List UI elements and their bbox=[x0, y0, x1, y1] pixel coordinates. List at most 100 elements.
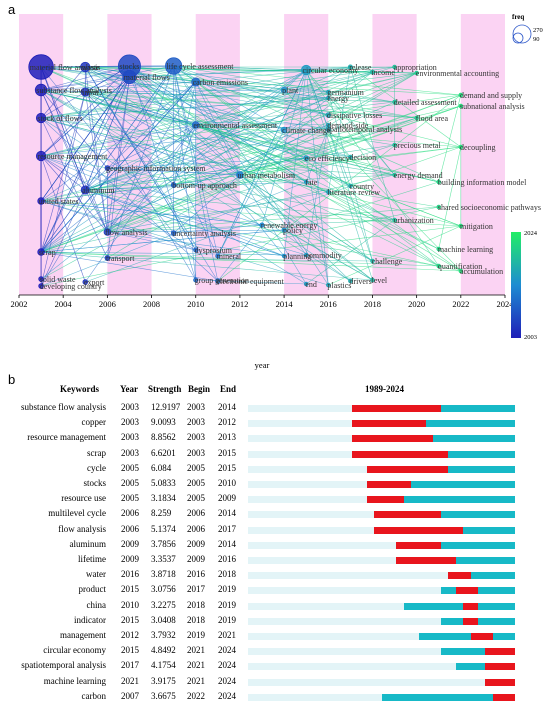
node-label: demand-side bbox=[327, 121, 368, 130]
burst-segment bbox=[366, 481, 412, 488]
burst-row: flow analysis 2006 5.1374 2006 2017 bbox=[0, 523, 550, 538]
timeline-active bbox=[418, 633, 515, 640]
keyword-cell: carbon bbox=[81, 690, 107, 701]
burst-segment bbox=[463, 617, 478, 625]
strength-cell: 12.9197 bbox=[151, 402, 181, 412]
x-axis-label: year bbox=[255, 360, 270, 370]
keyword-cell: machine learning bbox=[43, 675, 106, 686]
end-cell: 2013 bbox=[218, 432, 236, 443]
begin-cell: 2003 bbox=[187, 447, 205, 458]
node-label: united states bbox=[39, 197, 79, 206]
year-cell: 2003 bbox=[121, 402, 139, 412]
network-link bbox=[107, 257, 373, 262]
node-label: waste bbox=[82, 63, 101, 72]
burst-segment bbox=[351, 420, 426, 428]
x-tick-label: 2020 bbox=[408, 299, 425, 309]
node-label: group generation bbox=[195, 276, 249, 285]
network-link bbox=[328, 128, 351, 158]
network-node bbox=[28, 54, 54, 80]
network-link bbox=[85, 76, 130, 93]
network-node bbox=[80, 61, 91, 73]
network-node bbox=[303, 252, 309, 258]
network-link bbox=[305, 128, 329, 183]
network-link bbox=[283, 229, 373, 281]
network-links bbox=[40, 65, 462, 287]
keyword-cell: scrap bbox=[87, 447, 106, 458]
network-link bbox=[41, 251, 218, 282]
network-link bbox=[350, 66, 461, 148]
network-link bbox=[40, 124, 329, 253]
strength-cell: 5.1374 bbox=[151, 523, 176, 534]
network-node bbox=[34, 83, 48, 97]
node-label: release bbox=[349, 63, 372, 72]
node-label: fate bbox=[305, 178, 317, 187]
network-link bbox=[173, 124, 197, 186]
burst-segment bbox=[485, 678, 515, 686]
end-cell: 2014 bbox=[218, 402, 236, 412]
node-label: income bbox=[371, 68, 395, 77]
strength-cell: 3.2275 bbox=[151, 599, 176, 610]
node-label: energy bbox=[327, 94, 349, 103]
network-link bbox=[195, 124, 351, 187]
node-label: solid waste bbox=[40, 275, 76, 284]
node-label: commodity bbox=[305, 251, 341, 260]
network-node bbox=[281, 253, 287, 259]
node-label: circular economy bbox=[302, 66, 358, 75]
timeline-active bbox=[351, 420, 515, 428]
x-tick-label: 2024 bbox=[497, 299, 515, 309]
legend-circle-large bbox=[512, 24, 532, 44]
network-link bbox=[305, 124, 329, 256]
network-node bbox=[392, 172, 397, 178]
network-link bbox=[40, 89, 86, 191]
timeline-base bbox=[248, 663, 515, 671]
header-begin: Begin bbox=[188, 384, 211, 394]
network-link bbox=[239, 174, 439, 208]
node-label: environmental assessment bbox=[193, 121, 278, 130]
burst-row: lifetime 2009 3.3537 2009 2016 bbox=[0, 553, 550, 568]
node-label: drivers bbox=[350, 277, 372, 286]
burst-segment bbox=[396, 541, 441, 549]
year-cell: 2009 bbox=[121, 554, 139, 564]
network-link bbox=[107, 206, 439, 233]
network-link bbox=[129, 76, 461, 272]
network-link bbox=[239, 174, 373, 262]
begin-cell: 2005 bbox=[187, 493, 205, 504]
legend-value-small: 90 bbox=[533, 36, 540, 43]
node-label: building information model bbox=[438, 178, 527, 187]
network-link bbox=[173, 65, 461, 96]
network-link bbox=[41, 200, 439, 267]
network-node bbox=[281, 227, 287, 233]
year-cell: 2010 bbox=[121, 599, 139, 610]
end-cell: 2009 bbox=[218, 493, 236, 504]
node-label: decision bbox=[350, 153, 377, 162]
network-link bbox=[173, 72, 417, 186]
keyword-cell: water bbox=[86, 569, 106, 580]
network-link bbox=[107, 105, 461, 233]
network-node bbox=[436, 263, 441, 269]
year-cell: 2015 bbox=[121, 645, 139, 656]
network-link bbox=[84, 76, 130, 191]
node-label: flow analysis bbox=[105, 228, 147, 237]
network-link bbox=[40, 76, 130, 157]
network-link bbox=[41, 89, 86, 93]
end-cell: 2015 bbox=[218, 447, 236, 458]
network-nodes bbox=[28, 54, 464, 289]
network-link bbox=[85, 66, 285, 131]
network-link bbox=[41, 89, 439, 183]
burst-row: water 2016 3.8718 2016 2018 bbox=[0, 568, 550, 583]
network-link bbox=[195, 81, 329, 93]
timeline-base bbox=[248, 572, 515, 580]
node-label: country bbox=[350, 182, 374, 191]
end-cell: 2024 bbox=[218, 645, 236, 656]
year-cell: 2021 bbox=[121, 675, 139, 686]
network-link bbox=[40, 65, 174, 287]
node-label: plant bbox=[282, 86, 299, 95]
node-label: germanium bbox=[327, 88, 364, 97]
burst-row: scrap 2003 6.6201 2003 2015 bbox=[0, 447, 550, 462]
end-cell: 2016 bbox=[218, 554, 236, 564]
node-label: climate change bbox=[282, 126, 331, 135]
node-label: scrap bbox=[39, 248, 56, 257]
network-link bbox=[217, 225, 461, 257]
keyword-cell: stocks bbox=[83, 478, 107, 488]
begin-cell: 2005 bbox=[187, 462, 205, 473]
